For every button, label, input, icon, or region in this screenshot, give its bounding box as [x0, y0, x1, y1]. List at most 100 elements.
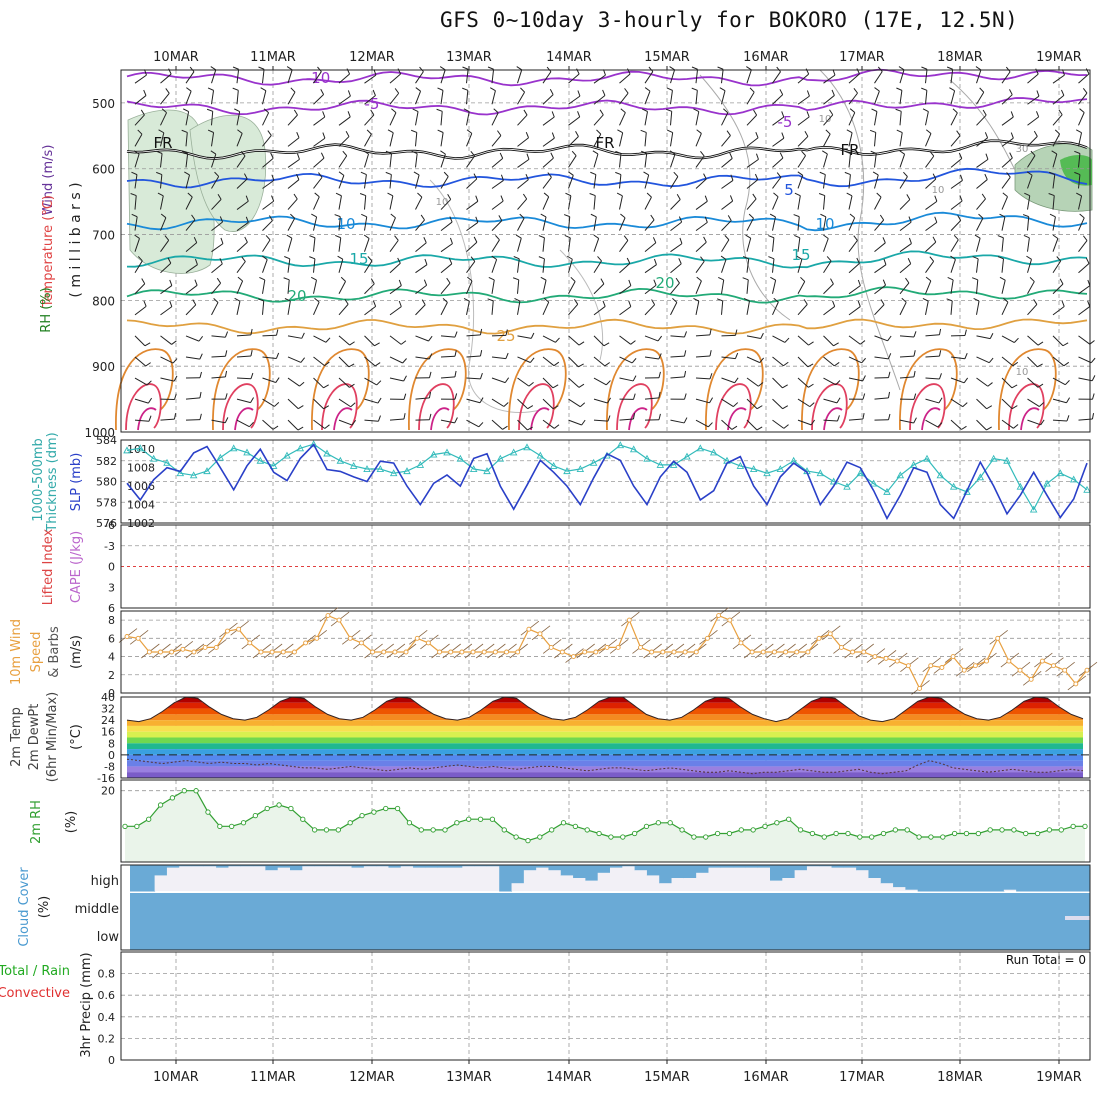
- wind-barb: [722, 215, 732, 230]
- wind-barb: [722, 109, 728, 126]
- cloud-high-bar: [868, 865, 881, 879]
- wind-barb: [565, 235, 571, 251]
- wind-speed-point: [605, 645, 609, 649]
- wind-barb: [870, 130, 876, 146]
- wind-barb: [671, 371, 686, 378]
- rh-point: [241, 821, 245, 825]
- cloud-high-bar: [1041, 865, 1054, 892]
- wind-speed-point: [728, 618, 732, 622]
- wind-barb: [824, 279, 834, 294]
- wind-barb: [363, 151, 368, 168]
- wind-barb: [594, 336, 609, 346]
- temp-band: [127, 703, 1083, 709]
- wind-barb: [390, 109, 396, 126]
- rh-point: [265, 806, 269, 810]
- rh-point: [170, 796, 174, 800]
- rh-point: [609, 835, 613, 839]
- cloud-high-bar: [1078, 865, 1091, 892]
- rh-point: [656, 821, 660, 825]
- wind-barb: [336, 193, 341, 209]
- wind-speed-point: [371, 650, 375, 654]
- wind-barb: [309, 236, 315, 252]
- wind-barb: [645, 280, 656, 294]
- wind-barb: [314, 153, 325, 168]
- ylabel-cape: CAPE (J/kg): [69, 531, 84, 603]
- wind-speed-point: [170, 650, 174, 654]
- wind-speed-point: [315, 636, 319, 640]
- wind-barb: [263, 131, 272, 147]
- cloud-high-clear: [302, 866, 315, 891]
- wind-barb: [488, 299, 494, 315]
- cloud-high-bar: [930, 865, 943, 892]
- wind-barb: [747, 174, 758, 188]
- day-label-bottom: 15MAR: [644, 1070, 690, 1085]
- wind-barb: [696, 217, 707, 231]
- wind-barb: [900, 331, 916, 337]
- rh-point: [348, 821, 352, 825]
- wind-barb: [237, 237, 247, 252]
- cloud-high-clear: [462, 866, 475, 891]
- wind-speed-point: [650, 650, 654, 654]
- cloud-high-clear: [684, 878, 697, 891]
- wind-barb: [492, 256, 497, 273]
- wind-barb: [671, 238, 682, 252]
- cloud-high-bar: [672, 865, 685, 879]
- wind-barb: [949, 88, 954, 105]
- temperature-contour: [213, 349, 270, 430]
- wind-barb: [977, 333, 993, 338]
- ylabel-barbs: & Barbs: [47, 626, 62, 678]
- wind-barb: [1028, 299, 1037, 314]
- rh-point: [301, 817, 305, 821]
- day-label-top: 16MAR: [743, 50, 789, 65]
- wind-barb: [900, 151, 905, 168]
- ytick-label: 20: [101, 785, 115, 798]
- wind-barb: [896, 88, 902, 104]
- day-label-bottom: 14MAR: [546, 1070, 592, 1085]
- ylabel-2m-rh: 2m RH: [29, 800, 44, 844]
- wind-barb: [798, 111, 809, 125]
- wind-barb: [390, 280, 401, 294]
- wind-barb: [977, 420, 992, 430]
- wind-barb: [416, 336, 433, 341]
- wind-barb: [926, 130, 931, 147]
- temperature-contour: [431, 408, 449, 430]
- wind-barb: [518, 194, 527, 210]
- wind-barb: [314, 89, 324, 104]
- plot-area: 10MAR10MAR11MAR11MAR12MAR12MAR13MAR13MAR…: [75, 50, 1097, 1085]
- cloud-high-clear: [696, 873, 709, 891]
- temp-band: [127, 720, 1083, 726]
- cloud-high-clear: [672, 878, 685, 891]
- wind-barb: [492, 353, 508, 359]
- wind-barb: [824, 301, 835, 315]
- wind-speed-point: [895, 659, 899, 663]
- wind-barb: [135, 301, 146, 315]
- ytick-label: 4: [108, 651, 115, 664]
- cloud-high-clear: [807, 866, 820, 891]
- ytick-label: 0.6: [98, 989, 116, 1002]
- wind-barb: [722, 378, 739, 383]
- wind-barb: [416, 300, 426, 315]
- cloud-high-clear: [548, 870, 561, 891]
- cloud-high-bar: [512, 865, 525, 884]
- cloud-high-clear: [241, 866, 254, 891]
- wind-barb: [569, 111, 580, 125]
- cloud-high-clear: [216, 868, 229, 891]
- wind-barb: [411, 130, 417, 146]
- cloud-high-clear: [770, 881, 783, 891]
- wind-barb: [594, 235, 599, 252]
- wind-barb: [441, 278, 450, 294]
- wind-barb: [899, 67, 904, 84]
- wind-speed-point: [1085, 668, 1089, 672]
- cloud-high-clear: [868, 878, 881, 891]
- day-label-bottom: 11MAR: [250, 1070, 296, 1085]
- wind-barb: [390, 413, 405, 420]
- cloud-high-bar: [782, 865, 795, 879]
- wind-barb: [798, 357, 813, 367]
- wind-barb: [492, 235, 499, 251]
- wind-barb: [186, 300, 196, 315]
- ytick-label-slp: 1004: [127, 499, 155, 512]
- wind-barb: [722, 195, 733, 209]
- wind-barb: [671, 217, 682, 231]
- cloud-high-clear: [905, 890, 918, 891]
- wind-barb: [263, 420, 279, 429]
